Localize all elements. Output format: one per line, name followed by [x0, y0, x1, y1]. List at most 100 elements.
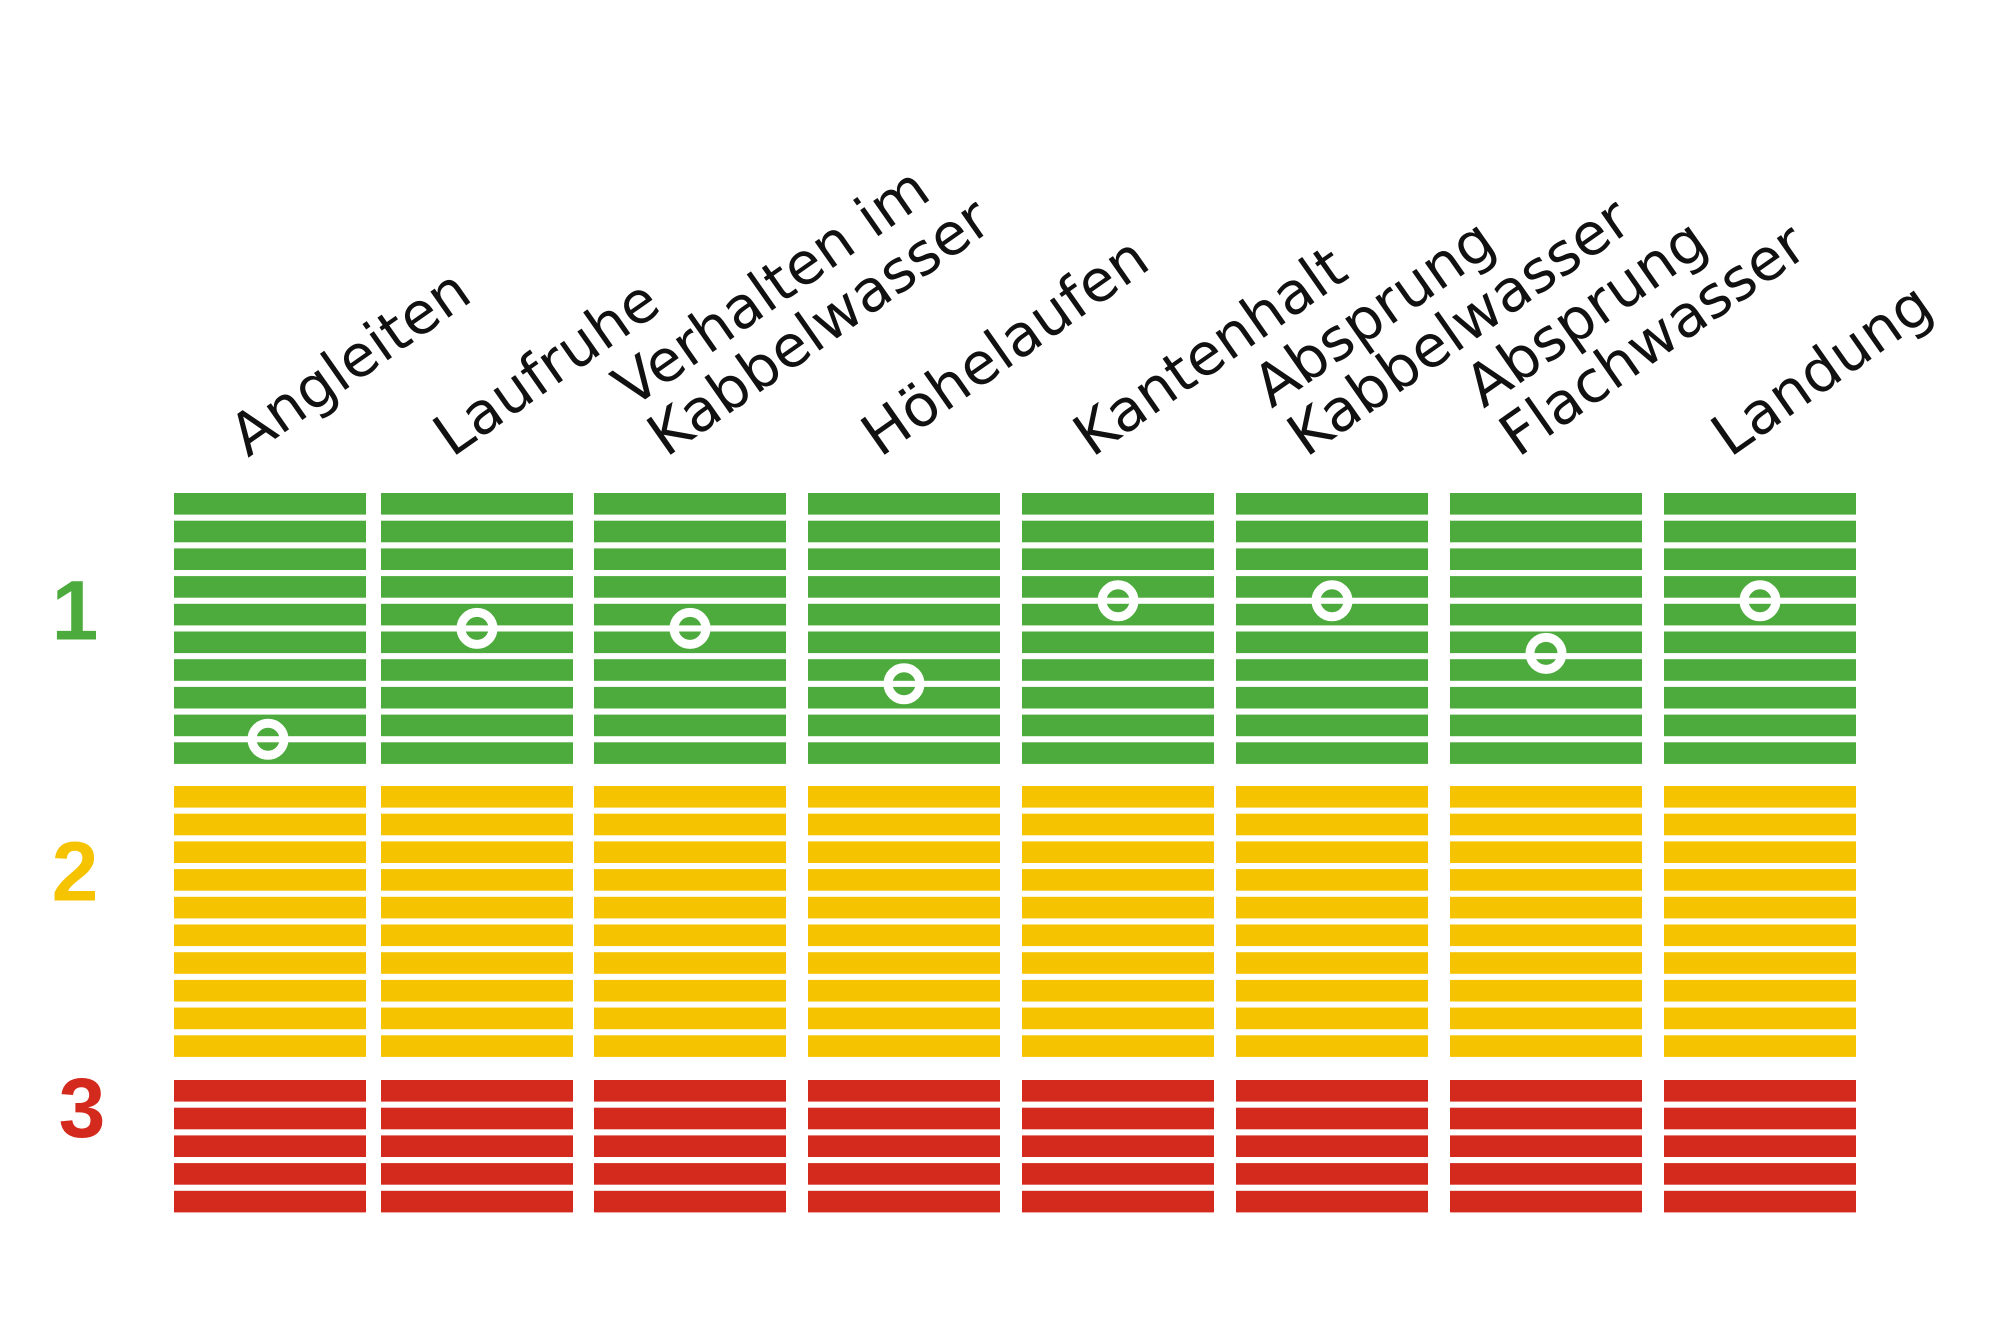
rating-stripe [381, 841, 573, 863]
rating-stripe [381, 979, 573, 1002]
rating-stripe [381, 1080, 573, 1102]
rating-stripe [1450, 786, 1642, 808]
rating-stripe [594, 742, 786, 764]
rating-stripe [1664, 1035, 1856, 1057]
rating-stripe [1236, 1080, 1428, 1102]
rating-stripe [381, 786, 573, 808]
rating-stripe [174, 952, 366, 974]
rating-stripe [808, 1035, 1000, 1057]
rating-stripe [174, 1190, 366, 1213]
rating-stripe [174, 659, 366, 681]
rating-stripe [594, 1035, 786, 1057]
rating-stripe [174, 1163, 366, 1185]
rating-stripe [1450, 603, 1642, 626]
rating-stripe [594, 896, 786, 919]
rating-stripe [1236, 869, 1428, 891]
rating-stripe [174, 548, 366, 570]
rating-stripe [381, 1007, 573, 1030]
rating-stripe [808, 742, 1000, 764]
rating-stripe [1022, 714, 1214, 737]
rating-stripe [1022, 631, 1214, 654]
rating-stripe [594, 952, 786, 974]
rating-stripe [1022, 1163, 1214, 1185]
rating-stripe [594, 1135, 786, 1157]
rating-stripe [1022, 841, 1214, 863]
rating-stripe [1450, 813, 1642, 836]
rating-stripe [1664, 841, 1856, 863]
rating-stripe [808, 714, 1000, 737]
rating-stripe [1450, 742, 1642, 764]
rating-stripe [1664, 1007, 1856, 1030]
rating-stripe [381, 714, 573, 737]
rating-stripe [1664, 1190, 1856, 1213]
rating-stripe [594, 813, 786, 836]
rating-stripe [808, 576, 1000, 598]
rating-stripe [808, 1163, 1000, 1185]
rating-stripe [808, 979, 1000, 1002]
rating-stripe [1450, 1107, 1642, 1130]
rating-stripe [381, 548, 573, 570]
rating-stripe [808, 631, 1000, 654]
rating-stripe [1664, 1163, 1856, 1185]
rating-stripe [808, 896, 1000, 919]
rating-stripe [174, 841, 366, 863]
rating-stripe [174, 869, 366, 891]
rating-stripe [381, 493, 573, 515]
rating-stripe [1664, 659, 1856, 681]
rating-stripe [1236, 659, 1428, 681]
rating-stripe [1236, 548, 1428, 570]
rating-stripe [594, 686, 786, 709]
level-label: 1 [52, 563, 99, 657]
rating-stripe [808, 1190, 1000, 1213]
rating-stripe [1236, 952, 1428, 974]
rating-stripe [1022, 1190, 1214, 1213]
rating-stripe [1450, 686, 1642, 709]
rating-stripe [594, 714, 786, 737]
rating-stripe [1450, 924, 1642, 947]
rating-stripe [594, 493, 786, 515]
rating-stripe [594, 1190, 786, 1213]
rating-stripe [594, 979, 786, 1002]
rating-stripe [1664, 1080, 1856, 1102]
rating-stripe [1664, 896, 1856, 919]
level-label: 2 [52, 824, 99, 918]
rating-stripe [808, 1007, 1000, 1030]
rating-marker [247, 718, 289, 760]
rating-marker [883, 663, 925, 705]
rating-stripe [1236, 924, 1428, 947]
rating-stripe [381, 686, 573, 709]
rating-marker [669, 607, 711, 649]
rating-stripe [594, 659, 786, 681]
level-label: 3 [59, 1061, 106, 1155]
rating-stripe [1236, 493, 1428, 515]
rating-stripe [808, 952, 1000, 974]
rating-marker [1739, 580, 1781, 622]
rating-stripe [1022, 1035, 1214, 1057]
rating-stripe [174, 1080, 366, 1102]
level-labels: 1 2 3 [52, 563, 106, 1155]
rating-stripe [1022, 659, 1214, 681]
rating-stripe [594, 1080, 786, 1102]
rating-stripe [1022, 786, 1214, 808]
rating-stripe [381, 869, 573, 891]
rating-stripe [1022, 1007, 1214, 1030]
rating-stripe [594, 841, 786, 863]
rating-stripe [174, 924, 366, 947]
rating-stripe [1450, 869, 1642, 891]
rating-stripe [1022, 493, 1214, 515]
rating-stripe [808, 493, 1000, 515]
rating-stripe [594, 869, 786, 891]
rating-stripe [1450, 520, 1642, 543]
rating-stripe [1236, 714, 1428, 737]
rating-stripe [1022, 742, 1214, 764]
rating-stripe [1664, 714, 1856, 737]
rating-stripe [1450, 1080, 1642, 1102]
rating-stripe [1450, 631, 1642, 654]
rating-marker [1097, 580, 1139, 622]
rating-stripe [808, 813, 1000, 836]
rating-stripe [1236, 896, 1428, 919]
rating-stripe [174, 1135, 366, 1157]
rating-stripe [381, 924, 573, 947]
rating-stripe [1450, 1135, 1642, 1157]
